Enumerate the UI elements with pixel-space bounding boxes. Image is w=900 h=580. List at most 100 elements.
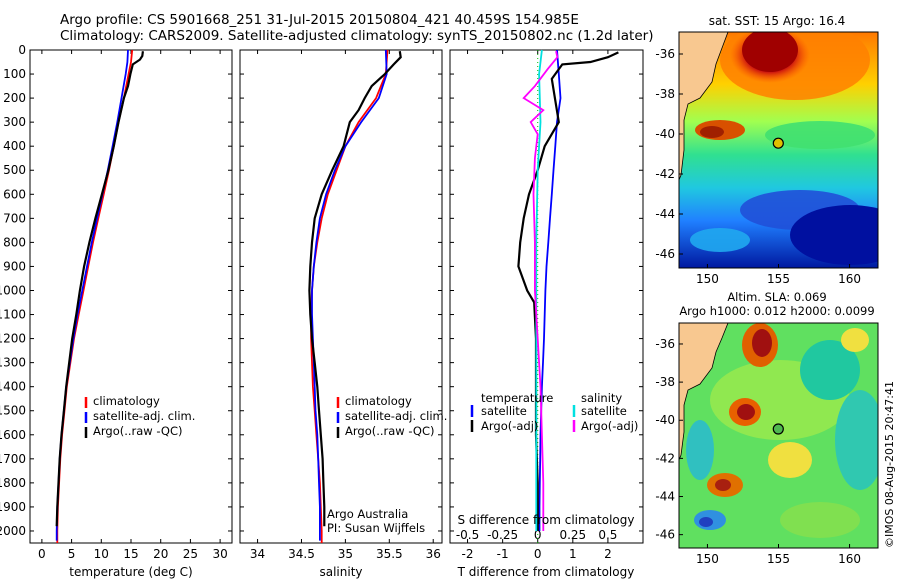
title-line-1: Argo profile: CS 5901668_251 31-Jul-2015… (60, 12, 579, 28)
y-tick-label: 1500 (0, 404, 26, 418)
temperature-panel: 0 100 200 300 400 500 600 700 800 900 1000 1100 1200… (0, 43, 233, 579)
y-tick-label: 100 (3, 67, 26, 81)
sla-field (679, 323, 878, 548)
legend-temp-argo-label: Argo(-adj) (481, 419, 538, 433)
map-y-tick-label: -46 (655, 528, 675, 542)
x-tick-label: 34.5 (288, 547, 315, 561)
map-x-tick-label: 155 (767, 552, 790, 566)
y-tick-label: 1400 (0, 380, 26, 394)
y-tick-label: 800 (3, 235, 26, 249)
legend-sal-argo-label: Argo(-adj) (581, 419, 638, 433)
map-x-tick-label: 155 (767, 272, 790, 286)
salinity-panel: 34 34.5 35 35.5 36 salinity climatology sate… (239, 49, 447, 579)
y-tick-label: 900 (3, 259, 26, 273)
x-tick-label: 5 (68, 547, 76, 561)
series-temperature-satellite (538, 49, 562, 531)
difference-axes-frame (449, 49, 644, 544)
temperature-legend: climatology satellite-adj. clim. Argo(..… (84, 394, 195, 438)
legend-satellite-label: satellite-adj. clim. (345, 409, 447, 423)
annotation-pi: PI: Susan Wijffels (327, 521, 425, 535)
x-tick-label: 36 (426, 547, 441, 561)
x2-tick-label: -0.25 (487, 528, 518, 542)
series-salinity-argo-adj- (522, 50, 559, 531)
map-y-tick-label: -46 (655, 247, 675, 261)
y-tick-label: 200 (3, 91, 26, 105)
y-tick-label: 600 (3, 187, 26, 201)
sla-map-title-1: Altim. SLA: 0.069 (727, 290, 826, 304)
x-tick-label: 25 (183, 547, 198, 561)
map-x-tick-label: 160 (838, 552, 861, 566)
y-tick-label: 1700 (0, 452, 26, 466)
y-tick-label: 300 (3, 115, 26, 129)
salinity-axes-frame (239, 49, 443, 544)
salinity-legend: climatology satellite-adj. clim. Argo(..… (336, 394, 447, 438)
x-tick-label: 35.5 (376, 547, 403, 561)
map-y-tick-label: -40 (655, 413, 675, 427)
map-y-tick-label: -44 (655, 490, 675, 504)
y-tick-label: 1200 (0, 332, 26, 346)
difference-xlabel-temperature: T difference from climatology (457, 565, 635, 579)
argo-position-marker-sst (772, 137, 784, 149)
legend-sal-satellite-label: satellite (581, 404, 627, 418)
sla-map: Altim. SLA: 0.069 Argo h1000: 0.012 h200… (655, 290, 879, 566)
y-tick-label: 400 (3, 139, 26, 153)
y-tick-label: 1000 (0, 283, 26, 297)
x2-tick-label: 0.5 (598, 528, 617, 542)
legend-climatology-label: climatology (93, 394, 160, 408)
x-tick-label: 2 (604, 547, 612, 561)
legend-temp-satellite-label: satellite (481, 404, 527, 418)
map-x-tick-label: 150 (696, 272, 719, 286)
sst-field (679, 32, 878, 268)
y-tick-label: 1800 (0, 476, 26, 490)
map-y-tick-label: -44 (655, 207, 675, 221)
map-y-tick-label: -36 (655, 337, 675, 351)
x-tick-label: 10 (94, 547, 109, 561)
y-tick-label: 1300 (0, 356, 26, 370)
x-tick-label: 15 (123, 547, 138, 561)
map-y-tick-label: -38 (655, 375, 675, 389)
difference-legend-temperature: temperature satellite Argo(-adj) (470, 391, 553, 433)
x-tick-label: 20 (153, 547, 168, 561)
x-tick-label: 34 (250, 547, 265, 561)
x-tick-label: -1 (497, 547, 509, 561)
title-line-2: Climatology: CARS2009. Satellite-adjuste… (60, 28, 654, 44)
y-tick-label: 0 (18, 43, 26, 57)
map-x-tick-label: 160 (838, 272, 861, 286)
legend-satellite-label: satellite-adj. clim. (93, 409, 195, 423)
argo-position-marker-sla (772, 423, 784, 435)
series-salinity-satellite (535, 49, 543, 531)
x-tick-label: -2 (462, 547, 474, 561)
y-tick-label: 2000 (0, 524, 26, 538)
y-tick-label: 1100 (0, 308, 26, 322)
series-argo-raw-qc- (55, 51, 144, 527)
legend-temperature-heading: temperature (481, 391, 553, 405)
salinity-xlabel: salinity (319, 565, 362, 579)
legend-argo-label: Argo(..raw -QC) (345, 424, 435, 438)
temperature-xlabel: temperature (deg C) (69, 565, 192, 579)
difference-xlabel-salinity: S difference from climatology (458, 513, 635, 527)
sst-map: sat. SST: 15 Argo: 16.4 (655, 14, 879, 286)
map-y-tick-label: -36 (655, 47, 675, 61)
legend-argo-label: Argo(..raw -QC) (93, 424, 183, 438)
map-x-tick-label: 150 (696, 552, 719, 566)
legend-salinity-heading: salinity (581, 391, 622, 405)
map-y-tick-label: -42 (655, 167, 675, 181)
map-y-tick-label: -38 (655, 87, 675, 101)
x2-tick-label: 0.25 (559, 528, 586, 542)
y-tick-label: 1900 (0, 500, 26, 514)
sst-map-title: sat. SST: 15 Argo: 16.4 (709, 14, 846, 28)
imos-watermark: ©IMOS 08-Aug-2015 20:47:41 (883, 381, 896, 548)
x2-tick-label: -0.5 (456, 528, 479, 542)
sla-map-title-2: Argo h1000: 0.012 h2000: 0.0099 (679, 304, 874, 318)
difference-legend-salinity: salinity satellite Argo(-adj) (572, 391, 638, 433)
y-tick-label: 1600 (0, 428, 26, 442)
x-tick-label: 0 (534, 547, 542, 561)
series-argo-raw-qc- (308, 51, 402, 527)
y-tick-label: 700 (3, 211, 26, 225)
temperature-axes-frame (29, 49, 233, 544)
map-y-tick-label: -40 (655, 127, 675, 141)
y-tick-label: 500 (3, 163, 26, 177)
x-tick-label: 30 (212, 547, 227, 561)
